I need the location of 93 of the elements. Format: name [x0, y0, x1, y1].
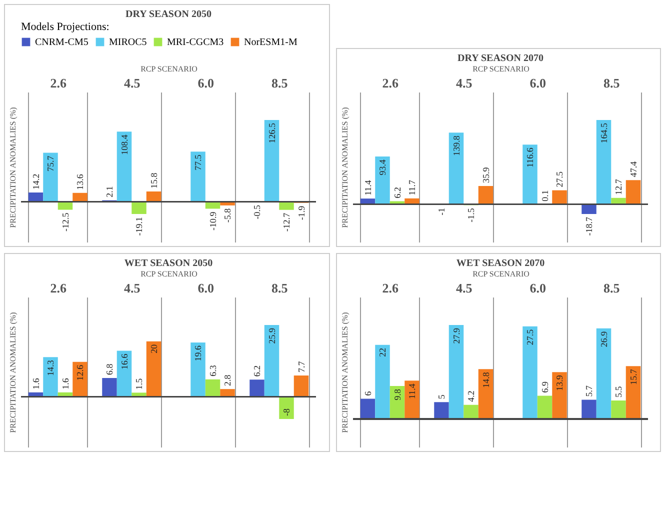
data-label: 6.3	[208, 364, 218, 376]
y-axis-title: PRECIPITATION ANOMALIES (%)	[340, 106, 349, 228]
data-label: 19.6	[193, 344, 203, 362]
chart-title: DRY SEASON 2050	[126, 9, 212, 20]
data-label: 5.7	[584, 385, 594, 397]
data-label: 2.8	[222, 374, 232, 386]
data-label: -10.9	[208, 211, 218, 230]
x-tick-label: 4.5	[456, 280, 472, 296]
data-label: 6.2	[252, 365, 262, 377]
data-label: 16.6	[119, 353, 130, 370]
legend-label: MRI-CGCM3	[167, 37, 224, 48]
data-label: 14.2	[30, 174, 41, 190]
data-label: 1.5	[134, 378, 144, 390]
data-label: -12.5	[60, 212, 70, 232]
data-label: 27.9	[450, 328, 461, 344]
x-tick-label: 2.6	[50, 76, 67, 90]
y-axis-title: PRECIPITATION ANOMALIES (%)	[340, 312, 349, 433]
data-label: 0.1	[539, 190, 550, 202]
data-label: 27.5	[524, 328, 534, 346]
data-label: -8	[282, 408, 292, 416]
data-label: 2.1	[104, 186, 114, 198]
x-tick-label: 6.0	[529, 280, 546, 296]
data-label: 6.9	[539, 381, 550, 393]
data-label: 77.5	[193, 154, 203, 170]
data-label: 108.4	[119, 134, 130, 155]
data-label: 26.9	[598, 330, 608, 348]
x-tick-label: 4.5	[124, 280, 141, 296]
x-tick-label: 4.5	[456, 76, 472, 90]
x-tick-label: 2.6	[382, 280, 398, 296]
data-label: 93.4	[377, 158, 387, 176]
legend-label: NorESM1-M	[244, 37, 298, 48]
data-label: 11.4	[362, 180, 372, 196]
data-label: 164.5	[598, 122, 608, 144]
data-label: 14.8	[480, 372, 490, 388]
data-label: 116.6	[524, 147, 534, 168]
x-tick-label: 2.6	[382, 76, 398, 90]
data-label: 6.2	[392, 186, 402, 198]
data-label: 22	[377, 348, 387, 357]
data-label: 6.8	[104, 363, 114, 375]
data-label: 14.3	[46, 360, 56, 376]
data-label: 1.6	[30, 378, 41, 390]
x-tick-label: 8.5	[603, 280, 620, 296]
data-label: 6	[362, 390, 372, 396]
y-axis-title: PRECIPITATION ANOMALIES (%)	[8, 312, 18, 433]
data-label: 47.4	[628, 160, 638, 178]
data-label: 11.4	[406, 383, 416, 400]
x-tick-label: 2.6	[50, 280, 67, 296]
x-tick-label: 6.0	[198, 76, 214, 90]
data-label: 35.9	[480, 166, 490, 183]
data-label: 9.8	[392, 388, 402, 400]
x-tick-label: 8.5	[272, 76, 288, 90]
data-label: -19.1	[134, 217, 144, 236]
chart-title: WET SEASON 2050	[124, 258, 213, 269]
data-label: -1.5	[466, 208, 476, 222]
data-label: -0.5	[252, 204, 262, 220]
data-label: 7.7	[296, 360, 306, 372]
data-label: -5.8	[222, 208, 232, 223]
data-label: 15.7	[628, 368, 638, 385]
legend-label: MIROC5	[109, 37, 147, 48]
data-label: 20	[148, 344, 159, 354]
data-label: 126.5	[266, 122, 277, 144]
legend-title: Models Projections:	[21, 21, 110, 33]
data-label: 5.5	[613, 386, 623, 398]
data-label: 75.7	[46, 155, 56, 172]
chart-title: WET SEASON 2070	[456, 258, 544, 269]
data-label: 25.9	[266, 328, 277, 344]
data-label: 139.8	[450, 135, 461, 156]
x-tick-label: 8.5	[272, 280, 288, 296]
data-label: 13.6	[75, 174, 85, 190]
data-label: -12.7	[282, 212, 292, 232]
chart-title: DRY SEASON 2070	[457, 53, 543, 64]
data-label: 1.6	[60, 378, 70, 390]
x-axis-title: RCP SCENARIO	[140, 270, 198, 278]
x-tick-label: 6.0	[198, 280, 214, 296]
x-tick-label: 4.5	[124, 76, 141, 90]
x-tick-label: 6.0	[529, 76, 546, 90]
y-axis-title: PRECIPITATION ANOMALIES (%)	[8, 106, 18, 228]
data-label: 11.7	[406, 179, 416, 196]
data-label: -18.7	[584, 216, 594, 236]
data-label: -1.9	[296, 205, 306, 220]
x-tick-label: 8.5	[603, 76, 620, 90]
data-label: 15.8	[148, 172, 159, 188]
data-label: -1	[436, 208, 446, 216]
x-axis-title: RCP SCENARIO	[472, 64, 530, 74]
data-label: 12.6	[75, 364, 85, 381]
legend-label: CNRM-CM5	[35, 37, 88, 48]
data-label: 12.7	[613, 178, 623, 195]
data-label: 27.5	[554, 171, 564, 188]
x-axis-title: RCP SCENARIO	[472, 270, 530, 278]
data-label: 5	[436, 394, 446, 400]
data-label: 13.9	[554, 374, 564, 391]
x-axis-title: RCP SCENARIO	[140, 64, 198, 74]
data-label: 4.2	[466, 390, 476, 402]
